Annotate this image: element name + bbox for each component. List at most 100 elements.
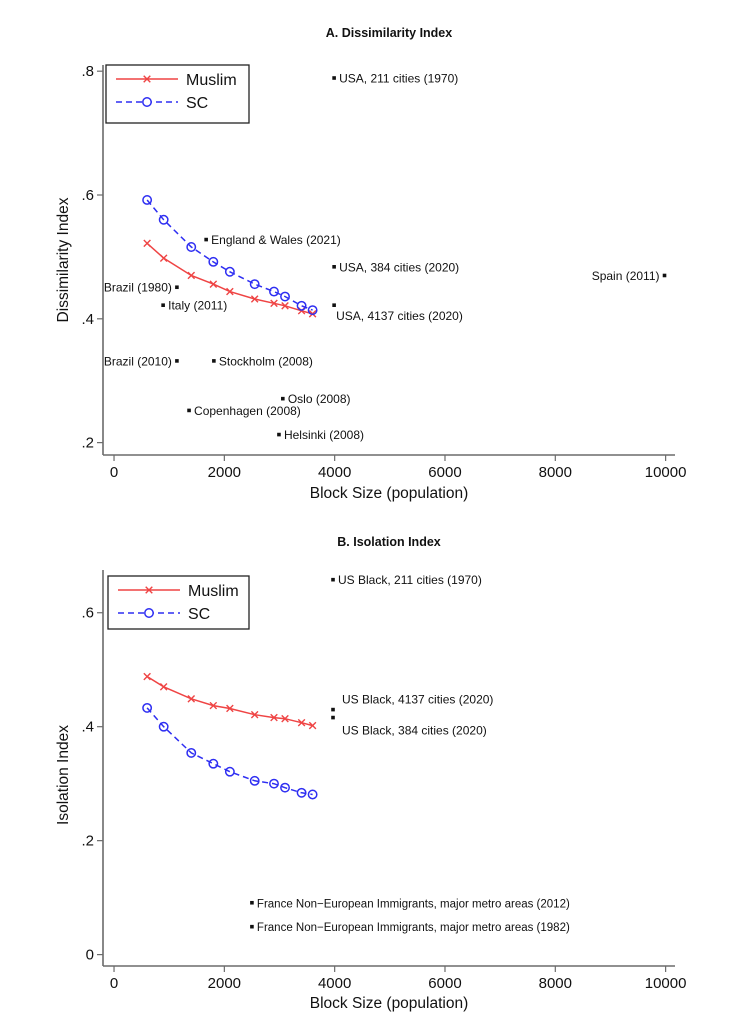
plot-area <box>142 672 318 800</box>
x-axis: 0 2000 4000 6000 8000 10000 <box>103 965 686 992</box>
reference-point-marker <box>331 707 335 712</box>
x-tick-label: 10000 <box>645 464 687 481</box>
plot-area <box>142 195 318 318</box>
reference-point-label: Spain (2011) <box>592 269 660 283</box>
reference-point-label: France Non−European Immigrants, major me… <box>257 922 570 934</box>
data-point-sc <box>208 256 219 267</box>
data-point-sc <box>307 305 318 316</box>
y-tick-label: .2 <box>81 833 94 850</box>
y-axis: .2 .4 .6 .8 <box>81 63 104 455</box>
legend: Muslim SC <box>105 64 250 124</box>
legend-box <box>105 64 250 124</box>
series-line-sc <box>146 707 313 796</box>
data-point-muslim <box>281 714 289 723</box>
legend-label-sc: SC <box>188 606 210 623</box>
x-tick-label: 2000 <box>208 975 241 992</box>
annotations: US Black, 211 cities (1970) US Black, 413… <box>250 573 570 934</box>
data-point-muslim <box>143 239 151 248</box>
reference-point-label: France Non−European Immigrants, major me… <box>257 898 570 910</box>
y-tick-label: .2 <box>81 435 94 452</box>
chart-title: B. Isolation Index <box>337 535 441 549</box>
data-point-muslim <box>209 701 218 710</box>
legend-label-sc: SC <box>186 95 208 112</box>
reference-point-label: Brazil (1980) <box>104 281 172 295</box>
data-point-muslim <box>159 254 168 262</box>
x-tick-label: 6000 <box>428 975 461 992</box>
data-point-muslim <box>187 694 196 703</box>
reference-point-label: Oslo (2008) <box>288 392 351 406</box>
x-axis-label: Block Size (population) <box>310 485 469 502</box>
series-line-muslim <box>146 675 313 727</box>
reference-point-label: US Black, 4137 cities (2020) <box>342 693 493 707</box>
legend-label-muslim: Muslim <box>186 72 237 89</box>
data-point-muslim <box>270 299 278 308</box>
data-point-muslim <box>308 721 317 730</box>
x-tick-label: 4000 <box>318 975 351 992</box>
data-point-sc <box>142 195 153 205</box>
reference-point-marker <box>175 285 179 290</box>
legend-marker-sc <box>144 608 154 618</box>
reference-point-marker <box>662 273 667 278</box>
x-tick-label: 8000 <box>539 975 572 992</box>
x-tick-label: 8000 <box>539 464 572 481</box>
reference-point-label: Italy (2011) <box>168 299 227 313</box>
reference-point-label: US Black, 384 cities (2020) <box>342 724 487 738</box>
data-point-muslim <box>297 306 306 315</box>
data-point-sc <box>296 787 307 798</box>
legend-marker-sc <box>142 97 152 107</box>
reference-point-label: USA, 4137 cities (2020) <box>336 309 463 323</box>
data-point-sc <box>224 766 235 777</box>
reference-point-label: Helsinki (2008) <box>284 428 364 442</box>
data-point-muslim <box>226 704 234 713</box>
data-point-muslim <box>187 271 196 280</box>
legend-marker-muslim <box>145 586 153 594</box>
reference-point-marker <box>332 76 336 80</box>
reference-point-marker <box>175 359 179 363</box>
reference-point-marker <box>204 237 208 242</box>
legend-marker-muslim <box>143 75 151 83</box>
y-tick-label: .6 <box>81 187 94 204</box>
chart-title: A. Dissimilarity Index <box>326 26 452 40</box>
data-point-muslim <box>281 302 289 310</box>
data-point-sc <box>280 291 290 302</box>
data-point-muslim <box>159 683 168 691</box>
data-point-muslim <box>226 287 234 296</box>
reference-point-marker <box>187 408 191 413</box>
reference-point-marker <box>331 715 335 720</box>
data-point-muslim <box>250 710 259 719</box>
legend-box <box>107 575 250 630</box>
data-point-muslim <box>209 280 218 288</box>
reference-point-label: Stockholm (2008) <box>219 354 313 368</box>
reference-point-label: Copenhagen (2008) <box>194 404 301 418</box>
reference-point-marker <box>331 577 335 582</box>
series-line-muslim <box>146 242 313 315</box>
data-point-sc <box>249 775 260 786</box>
reference-point-label: England & Wales (2021) <box>211 233 341 247</box>
data-point-sc <box>224 266 235 277</box>
y-axis-label: Isolation Index <box>55 725 72 825</box>
data-point-muslim <box>270 713 278 722</box>
x-tick-label: 0 <box>110 464 118 481</box>
data-point-muslim <box>297 718 306 727</box>
y-tick-label: 0 <box>86 947 94 964</box>
data-point-sc <box>269 778 279 789</box>
reference-point-label: US Black, 211 cities (1970) <box>338 573 482 587</box>
reference-point-marker <box>161 303 165 307</box>
data-point-muslim <box>250 295 259 303</box>
data-point-sc <box>296 300 307 311</box>
reference-point-marker <box>277 432 281 437</box>
reference-point-marker <box>250 924 254 929</box>
reference-point-marker <box>332 265 336 269</box>
data-point-sc <box>142 702 153 713</box>
x-tick-label: 2000 <box>208 464 241 481</box>
data-point-sc <box>280 782 290 793</box>
annotations: USA, 211 cities (1970) England & Wales (2… <box>104 72 667 442</box>
data-point-muslim <box>143 672 151 681</box>
reference-point-label: USA, 384 cities (2020) <box>339 260 459 274</box>
reference-point-label: Brazil (2010) <box>104 354 172 368</box>
reference-point-marker <box>250 900 254 905</box>
y-axis-label: Dissimilarity Index <box>55 197 72 322</box>
reference-point-marker <box>332 303 336 307</box>
data-point-sc <box>158 214 169 225</box>
data-point-sc <box>307 789 318 800</box>
